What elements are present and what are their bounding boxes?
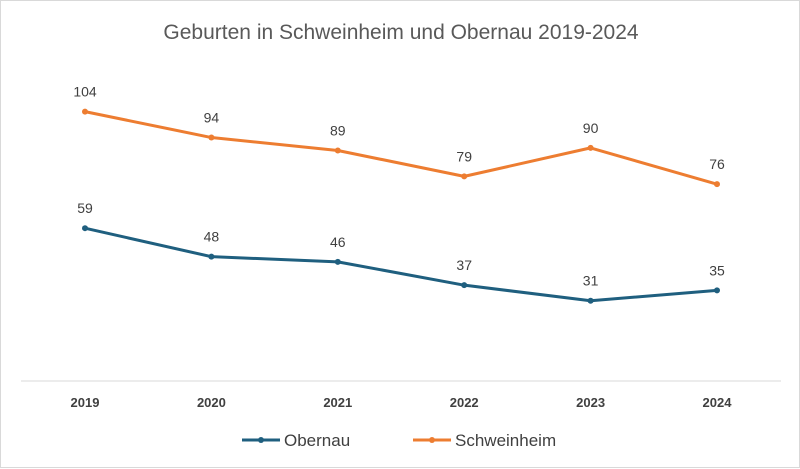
- x-tick-label-2022: 2022: [450, 395, 479, 410]
- data-point-schweinheim-2022: [461, 173, 468, 180]
- series-schweinheim: 104 94 89 79 90 76: [73, 84, 725, 188]
- legend-label-schweinheim: Schweinheim: [455, 431, 556, 450]
- data-point-schweinheim-2020: [208, 134, 215, 141]
- data-point-schweinheim-2019: [82, 108, 88, 115]
- data-point-obernau-2021: [334, 258, 341, 265]
- data-label-schweinheim-2023: 90: [583, 120, 599, 136]
- data-point-obernau-2023: [587, 297, 594, 304]
- legend: Obernau Schweinheim: [242, 431, 556, 450]
- data-point-obernau-2020: [208, 253, 215, 260]
- x-tick-label-2023: 2023: [576, 395, 605, 410]
- data-label-schweinheim-2024: 76: [709, 156, 725, 172]
- data-label-obernau-2021: 46: [330, 234, 346, 250]
- x-tick-label-2019: 2019: [71, 395, 100, 410]
- series-obernau: 59 48 46 37 31 35: [77, 200, 725, 304]
- legend-marker-schweinheim: [429, 437, 435, 443]
- chart-title: Geburten in Schweinheim und Obernau 2019…: [163, 21, 638, 44]
- series-line-obernau: [83, 226, 719, 303]
- data-label-obernau-2019: 59: [77, 200, 93, 216]
- legend-item-obernau: Obernau: [242, 431, 350, 450]
- x-axis-ticks: 2019 2020 2021 2022 2023 2024: [71, 395, 733, 410]
- data-point-obernau-2022: [461, 282, 468, 289]
- data-point-obernau-2019: [82, 225, 88, 232]
- data-label-schweinheim-2021: 89: [330, 122, 346, 138]
- series-layer: 59 48 46 37 31 35 104 94 89 79 90 76: [73, 84, 725, 304]
- data-point-schweinheim-2023: [587, 144, 594, 151]
- data-point-schweinheim-2021: [334, 147, 341, 154]
- legend-label-obernau: Obernau: [284, 431, 350, 450]
- series-line-schweinheim: [83, 110, 719, 186]
- x-tick-label-2020: 2020: [197, 395, 226, 410]
- data-point-schweinheim-2024: [714, 181, 720, 188]
- data-label-obernau-2023: 31: [583, 273, 599, 289]
- data-label-obernau-2024: 35: [709, 262, 725, 278]
- legend-item-schweinheim: Schweinheim: [413, 431, 556, 450]
- legend-marker-obernau: [258, 437, 264, 443]
- data-label-schweinheim-2022: 79: [456, 148, 472, 164]
- x-tick-label-2021: 2021: [323, 395, 352, 410]
- data-label-schweinheim-2019: 104: [73, 84, 97, 100]
- x-tick-label-2024: 2024: [703, 395, 733, 410]
- data-label-obernau-2020: 48: [204, 229, 220, 245]
- data-label-obernau-2022: 37: [456, 257, 472, 273]
- data-label-schweinheim-2020: 94: [204, 110, 220, 126]
- data-point-obernau-2024: [714, 287, 720, 294]
